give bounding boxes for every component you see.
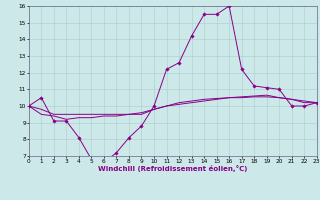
X-axis label: Windchill (Refroidissement éolien,°C): Windchill (Refroidissement éolien,°C) bbox=[98, 165, 247, 172]
